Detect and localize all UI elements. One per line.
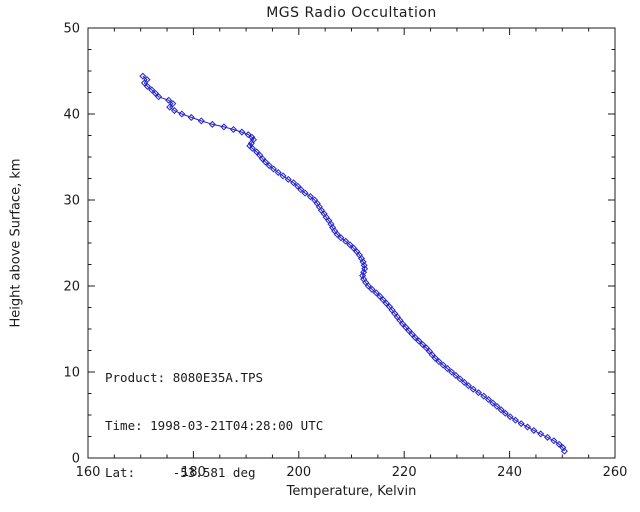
- annotation-block: Product: 8080E35A.TPS Time: 1998-03-21T0…: [105, 339, 323, 512]
- svg-text:10: 10: [63, 366, 80, 381]
- tick-labels: 160 180 200 220 240 260 0 10 20 30 40 50: [63, 22, 627, 481]
- svg-text:40: 40: [63, 108, 80, 123]
- svg-text:260: 260: [603, 465, 628, 480]
- svg-text:240: 240: [497, 465, 522, 480]
- axis-ticks: [87, 27, 616, 459]
- svg-text:220: 220: [392, 465, 417, 480]
- annotation-lat: Lat: -53.581 deg: [105, 464, 256, 480]
- chart-title: MGS Radio Occultation: [266, 5, 437, 21]
- annotation-time: Time: 1998-03-21T04:28:00 UTC: [105, 417, 324, 433]
- svg-text:20: 20: [63, 280, 80, 295]
- y-axis-label: Height above Surface, km: [8, 158, 24, 328]
- svg-text:0: 0: [72, 452, 80, 467]
- svg-text:160: 160: [76, 465, 101, 480]
- svg-text:180: 180: [181, 465, 206, 480]
- svg-text:50: 50: [63, 22, 80, 37]
- svg-text:200: 200: [286, 465, 311, 480]
- annotation-product: Product: 8080E35A.TPS: [105, 370, 264, 386]
- svg-text:30: 30: [63, 194, 80, 209]
- data-markers: [139, 72, 568, 455]
- x-axis-label: Temperature, Kelvin: [286, 484, 417, 499]
